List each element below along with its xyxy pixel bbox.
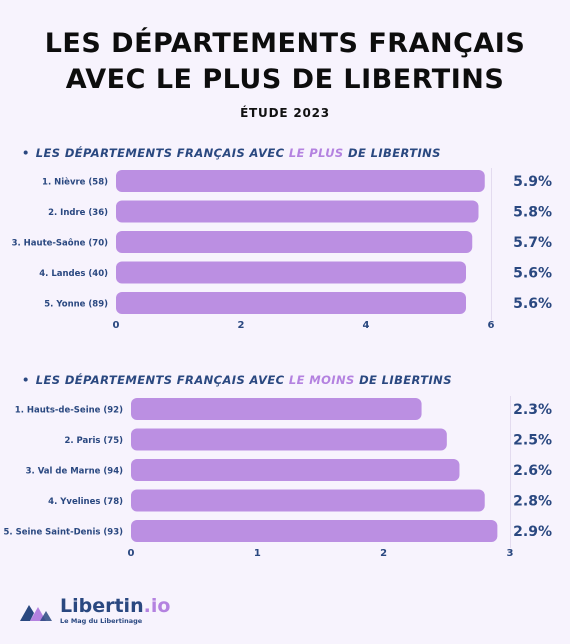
data-label: 2.6% — [513, 463, 552, 479]
category-label: 3. Haute-Saône (70) — [12, 238, 109, 249]
category-label: 5. Yonne (89) — [44, 300, 108, 310]
heading-suffix: DE LIBERTINS — [359, 373, 452, 387]
data-label: 5.6% — [513, 296, 552, 312]
tick-label: 1 — [254, 548, 261, 559]
category-label: 1. Hauts-de-Seine (92) — [15, 406, 123, 416]
category-label: 3. Val de Marne (94) — [26, 467, 124, 477]
bar — [116, 200, 479, 223]
heading-prefix: LES DÉPARTEMENTS FRANÇAIS AVEC — [35, 373, 285, 387]
category-label: 4. Landes (40) — [39, 269, 108, 279]
tick-label: 2 — [380, 548, 387, 559]
category-label: 2. Indre (36) — [48, 208, 108, 218]
data-label: 5.8% — [513, 205, 552, 221]
brand-name-ext: .io — [143, 595, 171, 617]
category-label: 5. Seine Saint-Denis (93) — [4, 528, 124, 538]
bullet-icon: • — [22, 373, 30, 387]
tick-label: 4 — [363, 320, 370, 331]
brand-name-main: Libertin — [60, 595, 144, 617]
category-label: 2. Paris (75) — [64, 436, 123, 446]
tick-label: 2 — [238, 320, 245, 331]
data-label: 2.5% — [513, 433, 552, 449]
data-label: 5.9% — [513, 174, 552, 190]
tick-label: 3 — [507, 548, 514, 559]
tick-label: 0 — [128, 548, 135, 559]
bar — [131, 489, 485, 512]
category-label: 4. Yvelines (78) — [48, 497, 123, 507]
brand-name: Libertin.io — [60, 596, 170, 616]
bar — [131, 398, 422, 420]
brand[interactable]: Libertin.io Le Mag du Libertinage — [18, 596, 170, 625]
bar — [116, 170, 485, 192]
brand-text: Libertin.io Le Mag du Libertinage — [60, 596, 170, 625]
tick-label: 6 — [488, 320, 495, 331]
bar — [116, 292, 466, 314]
page-subtitle: ÉTUDE 2023 — [240, 106, 330, 120]
chart-least-libertins: 1. Hauts-de-Seine (92) 2.3% 2. Paris (75) 2… — [4, 396, 552, 559]
bar — [131, 459, 460, 481]
data-label: 2.8% — [513, 494, 552, 510]
chart-most-libertins: 1. Nièvre (58) 5.9% 2. Indre (36) 5.8% 3. Ha… — [12, 168, 552, 331]
data-label: 2.9% — [513, 524, 552, 540]
data-label: 2.3% — [513, 402, 552, 418]
bar — [116, 261, 466, 284]
heading-highlight: LE PLUS — [288, 146, 344, 160]
heading-suffix: DE LIBERTINS — [348, 146, 441, 160]
heading-highlight: LE MOINS — [288, 373, 355, 387]
bullet-icon: • — [22, 146, 30, 160]
page-title: LES DÉPARTEMENTS FRANÇAIS AVEC LE PLUS D… — [44, 28, 526, 95]
heading-prefix: LES DÉPARTEMENTS FRANÇAIS AVEC — [35, 146, 285, 160]
section-heading-least: • LES DÉPARTEMENTS FRANÇAIS AVEC LE MOINS… — [22, 373, 452, 387]
bar — [131, 520, 498, 542]
data-label: 5.7% — [513, 235, 552, 251]
data-label: 5.6% — [513, 266, 552, 282]
category-label: 1. Nièvre (58) — [42, 177, 108, 188]
brand-tagline: Le Mag du Libertinage — [60, 617, 143, 625]
bar — [131, 428, 447, 451]
bar — [116, 231, 473, 253]
section-heading-most: • LES DÉPARTEMENTS FRANÇAIS AVEC LE PLUS … — [22, 146, 441, 160]
libertin-logo-icon — [20, 604, 52, 621]
tick-label: 0 — [113, 320, 120, 331]
